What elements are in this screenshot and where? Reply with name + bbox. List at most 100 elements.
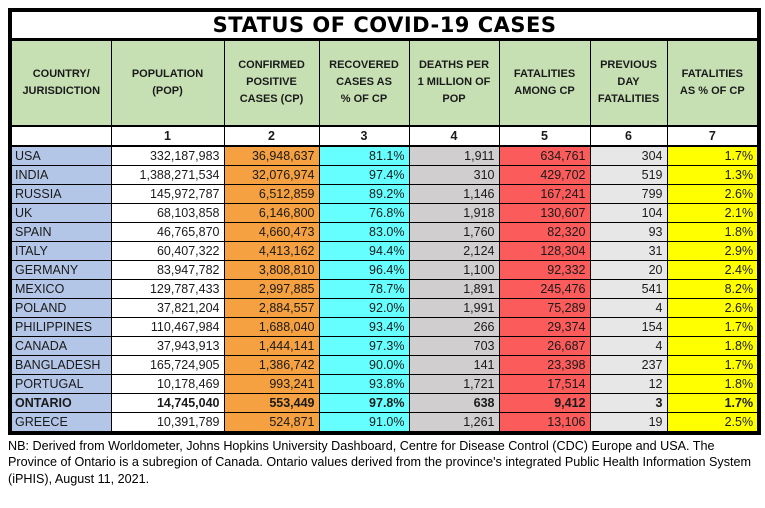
- value-cell: 94.4%: [318, 240, 410, 261]
- table-body: USA 332,187,983 36,948,637 81.1% 1,911 634,76…: [9, 145, 760, 433]
- value-cell: 1,146: [408, 183, 500, 204]
- value-cell: 31: [589, 240, 668, 261]
- covid-status-sheet: STATUS OF COVID-19 CASES COUNTRY/ JURISD…: [8, 8, 762, 488]
- value-cell: 154: [589, 316, 668, 337]
- value-cell: 1.8%: [666, 221, 760, 242]
- column-number: 1: [110, 125, 225, 147]
- value-cell: 23,398: [498, 354, 591, 375]
- table-row: UK 68,103,858 6,146,800 76.8% 1,918 130,607 10…: [9, 202, 760, 223]
- value-cell: 6,512,859: [223, 183, 320, 204]
- table-row: GREECE 10,391,789 524,871 91.0% 1,261 13,106 1…: [9, 411, 760, 433]
- value-cell: 1.3%: [666, 164, 760, 185]
- value-cell: 37,821,204: [110, 297, 225, 318]
- column-number: 7: [666, 125, 760, 147]
- column-number: 5: [498, 125, 591, 147]
- value-cell: 1,261: [408, 411, 500, 433]
- value-cell: 266: [408, 316, 500, 337]
- value-cell: 2.6%: [666, 297, 760, 318]
- value-cell: 36,948,637: [223, 145, 320, 166]
- value-cell: 3,808,810: [223, 259, 320, 280]
- column-header-previous-day-fatalities: PREVIOUS DAY FATALITIES: [589, 39, 668, 127]
- value-cell: 32,076,974: [223, 164, 320, 185]
- country-cell: GREECE: [9, 411, 112, 433]
- table-row: BANGLADESH 165,724,905 1,386,742 90.0% 141 23…: [9, 354, 760, 375]
- value-cell: 10,391,789: [110, 411, 225, 433]
- value-cell: 1,721: [408, 373, 500, 394]
- value-cell: 75,289: [498, 297, 591, 318]
- value-cell: 237: [589, 354, 668, 375]
- value-cell: 1,388,271,534: [110, 164, 225, 185]
- value-cell: 93.4%: [318, 316, 410, 337]
- value-cell: 110,467,984: [110, 316, 225, 337]
- value-cell: 145,972,787: [110, 183, 225, 204]
- table-row: GERMANY 83,947,782 3,808,810 96.4% 1,100 92,3…: [9, 259, 760, 280]
- table-row: ITALY 60,407,322 4,413,162 94.4% 2,124 128,30…: [9, 240, 760, 261]
- value-cell: 89.2%: [318, 183, 410, 204]
- country-cell: POLAND: [9, 297, 112, 318]
- value-cell: 1,991: [408, 297, 500, 318]
- country-cell: SPAIN: [9, 221, 112, 242]
- value-cell: 92,332: [498, 259, 591, 280]
- column-header-recovered-pct: RECOVERED CASES AS % OF CP: [318, 39, 410, 127]
- value-cell: 1,444,141: [223, 335, 320, 356]
- value-cell: 524,871: [223, 411, 320, 433]
- value-cell: 93.8%: [318, 373, 410, 394]
- value-cell: 1,918: [408, 202, 500, 223]
- value-cell: 304: [589, 145, 668, 166]
- value-cell: 2,884,557: [223, 297, 320, 318]
- value-cell: 60,407,322: [110, 240, 225, 261]
- value-cell: 1.7%: [666, 145, 760, 166]
- value-cell: 1,386,742: [223, 354, 320, 375]
- value-cell: 83,947,782: [110, 259, 225, 280]
- value-cell: 634,761: [498, 145, 591, 166]
- column-header-population: POPULATION (POP): [110, 39, 225, 127]
- value-cell: 993,241: [223, 373, 320, 394]
- table-row: PORTUGAL 10,178,469 993,241 93.8% 1,721 17,51…: [9, 373, 760, 394]
- country-cell: GERMANY: [9, 259, 112, 280]
- table-row: PHILIPPINES 110,467,984 1,688,040 93.4% 266 2…: [9, 316, 760, 337]
- value-cell: 703: [408, 335, 500, 356]
- value-cell: 81.1%: [318, 145, 410, 166]
- table-row: USA 332,187,983 36,948,637 81.1% 1,911 634,76…: [9, 145, 760, 166]
- value-cell: 1.7%: [666, 392, 760, 413]
- value-cell: 82,320: [498, 221, 591, 242]
- column-number-row: 1 2 3 4 5 6 7: [9, 125, 760, 147]
- value-cell: 141: [408, 354, 500, 375]
- value-cell: 1.8%: [666, 373, 760, 394]
- value-cell: 1,911: [408, 145, 500, 166]
- value-cell: 10,178,469: [110, 373, 225, 394]
- value-cell: 19: [589, 411, 668, 433]
- value-cell: 2.4%: [666, 259, 760, 280]
- country-cell: ONTARIO: [9, 392, 112, 413]
- value-cell: 9,412: [498, 392, 591, 413]
- table-row: INDIA 1,388,271,534 32,076,974 97.4% 310 429,…: [9, 164, 760, 185]
- value-cell: 2.5%: [666, 411, 760, 433]
- value-cell: 4: [589, 335, 668, 356]
- country-cell: MEXICO: [9, 278, 112, 299]
- value-cell: 17,514: [498, 373, 591, 394]
- value-cell: 541: [589, 278, 668, 299]
- value-cell: 78.7%: [318, 278, 410, 299]
- value-cell: 8.2%: [666, 278, 760, 299]
- value-cell: 76.8%: [318, 202, 410, 223]
- country-cell: PORTUGAL: [9, 373, 112, 394]
- title-row: STATUS OF COVID-19 CASES: [9, 9, 760, 41]
- value-cell: 2,997,885: [223, 278, 320, 299]
- value-cell: 96.4%: [318, 259, 410, 280]
- value-cell: 1,100: [408, 259, 500, 280]
- value-cell: 1,760: [408, 221, 500, 242]
- table-row: ONTARIO 14,745,040 553,449 97.8% 638 9,412 3 1.…: [9, 392, 760, 413]
- value-cell: 4: [589, 297, 668, 318]
- column-header-fatalities-pct: FATALITIES AS % OF CP: [666, 39, 760, 127]
- value-cell: 92.0%: [318, 297, 410, 318]
- value-cell: 167,241: [498, 183, 591, 204]
- table-row: MEXICO 129,787,433 2,997,885 78.7% 1,891 245,…: [9, 278, 760, 299]
- value-cell: 519: [589, 164, 668, 185]
- column-number: 6: [589, 125, 668, 147]
- country-cell: CANADA: [9, 335, 112, 356]
- covid-status-table: STATUS OF COVID-19 CASES COUNTRY/ JURISD…: [8, 8, 762, 435]
- table-row: SPAIN 46,765,870 4,660,473 83.0% 1,760 82,320…: [9, 221, 760, 242]
- value-cell: 37,943,913: [110, 335, 225, 356]
- country-cell: ITALY: [9, 240, 112, 261]
- value-cell: 26,687: [498, 335, 591, 356]
